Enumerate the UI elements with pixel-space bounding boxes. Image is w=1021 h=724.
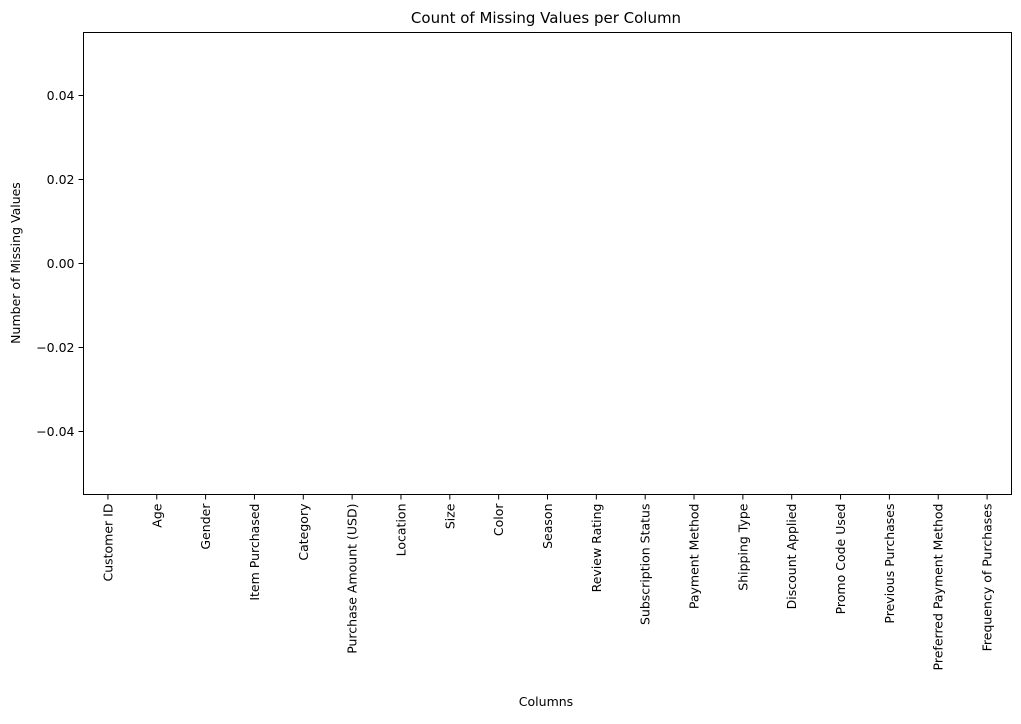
x-tick-label: Color [491,503,506,536]
y-tick-label: −0.02 [36,340,74,355]
x-tick-label: Subscription Status [638,504,653,625]
x-tick-label: Location [393,504,408,557]
x-axis-label: Columns [519,694,573,709]
y-axis-label: Number of Missing Values [8,182,23,344]
x-tick-label: Customer ID [100,504,115,582]
x-tick-label: Preferred Payment Method [931,504,946,671]
chart-title: Count of Missing Values per Column [411,9,681,27]
y-tick-label: −0.04 [36,424,74,439]
x-tick-label: Age [149,503,164,527]
x-tick-label: Purchase Amount (USD) [345,504,360,654]
x-tick-label: Gender [198,503,213,550]
x-axis: Customer ID Age Gender Item Purchased Catego… [100,494,995,671]
y-axis: −0.04 −0.02 0.00 0.02 0.04 [36,88,84,439]
x-tick-label: Item Purchased [247,504,262,601]
x-tick-label: Payment Method [687,504,702,610]
x-tick-label: Discount Applied [784,504,799,610]
x-tick-label: Promo Code Used [833,504,848,615]
x-tick-label: Frequency of Purchases [980,503,995,651]
y-tick-label: 0.02 [47,172,75,187]
x-tick-label: Size [442,503,457,529]
x-tick-label: Previous Purchases [882,504,897,624]
x-tick-label: Season [540,504,555,549]
x-tick-label: Category [296,503,311,561]
y-tick-label: 0.04 [47,88,75,103]
y-tick-label: 0.00 [47,256,75,271]
plot-area-frame [83,32,1012,495]
x-tick-label: Review Rating [589,504,604,593]
x-tick-label: Shipping Type [735,503,750,591]
